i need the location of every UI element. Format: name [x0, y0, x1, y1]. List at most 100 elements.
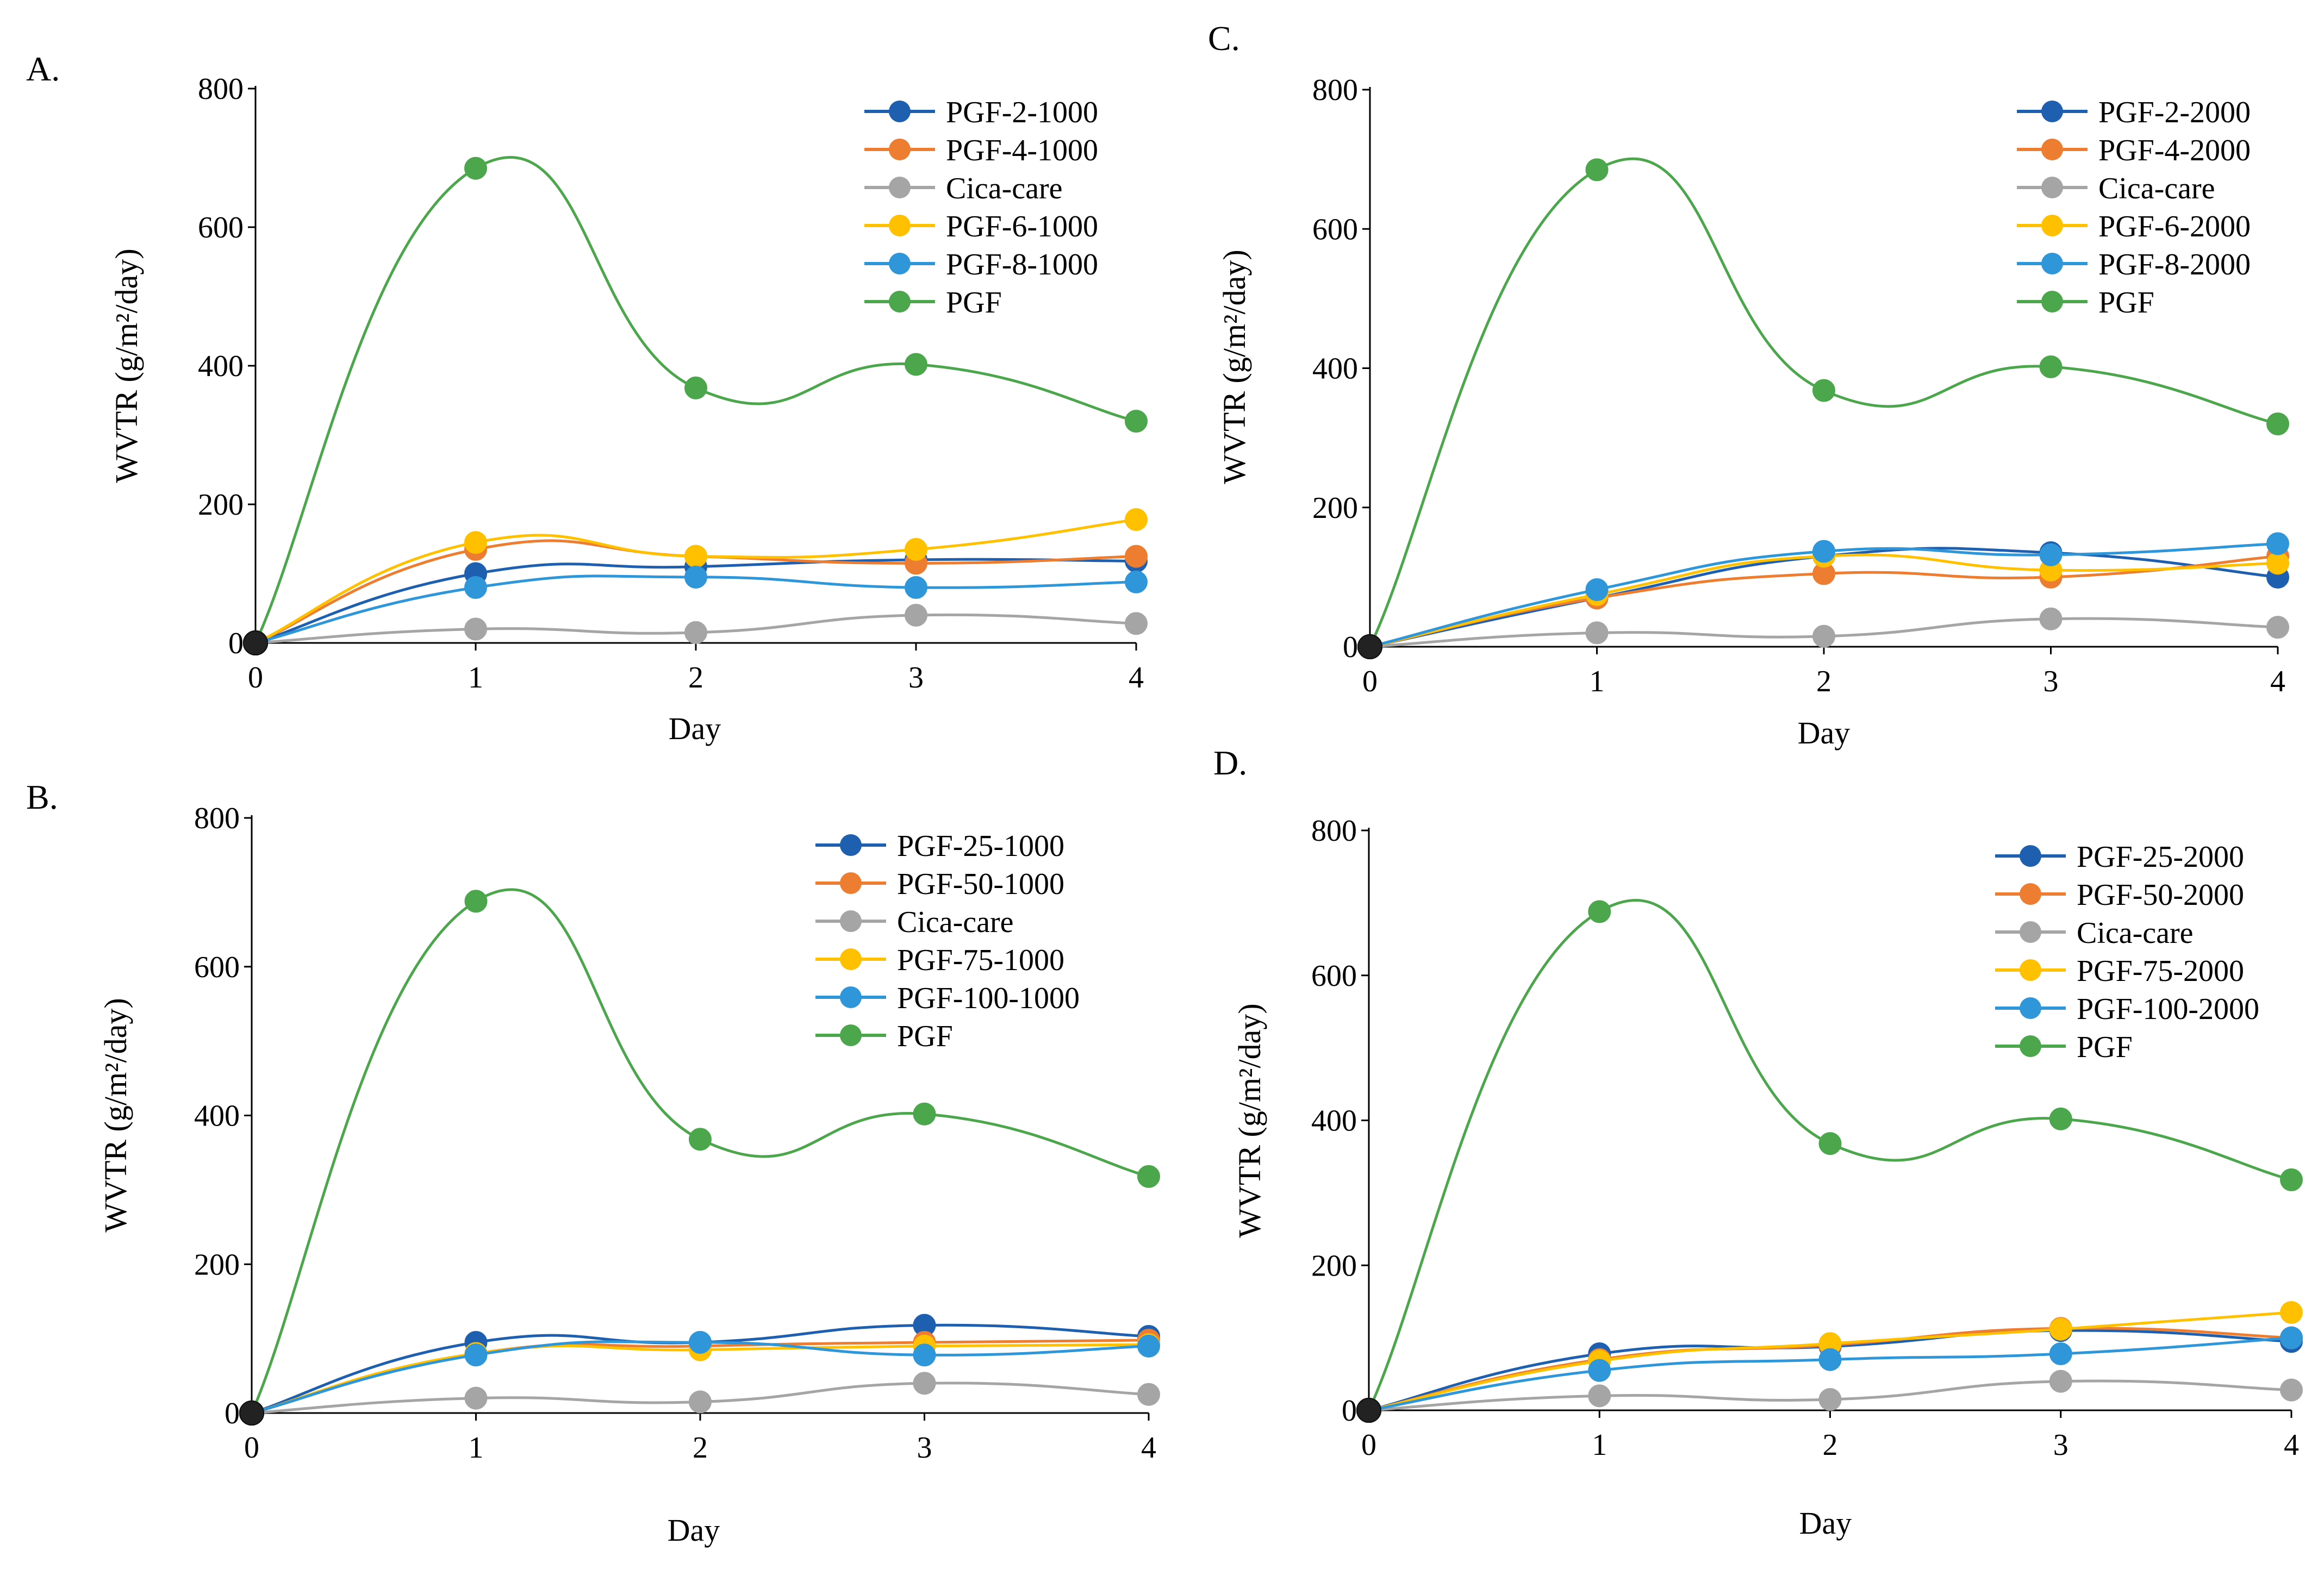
y-tick-label: 600: [198, 211, 244, 245]
legend: PGF-2-2000 PGF-4-2000 Cica-care PGF-6-2000 P…: [2017, 96, 2251, 320]
legend-swatch-marker: [889, 101, 911, 122]
data-point: [464, 617, 487, 641]
legend: PGF-25-2000 PGF-50-2000 Cica-care PGF-75-20…: [1995, 840, 2259, 1064]
data-point: [684, 545, 707, 568]
y-tick-label: 0: [1343, 630, 1358, 664]
y-axis-title: WVTR (g/m²/day): [98, 998, 133, 1232]
data-point: [905, 576, 927, 599]
data-point: [243, 630, 268, 655]
x-tick-label: 1: [469, 1431, 484, 1465]
legend-label: Cica-care: [946, 172, 1062, 205]
data-point: [2049, 1370, 2072, 1393]
chart-panel-c: C. 0 200 400 600 800 0 1 2 3 4 Day WVTR (g/m²/day) PG…: [1208, 19, 2289, 751]
y-axis-title: WVTR (g/m²/day): [1232, 1003, 1267, 1237]
y-tick-label: 200: [1312, 491, 1358, 525]
x-tick-label: 2: [1823, 1428, 1838, 1462]
x-tick-label: 1: [468, 661, 483, 695]
legend-label: PGF-6-2000: [2098, 210, 2251, 243]
x-tick-label: 0: [244, 1431, 259, 1465]
data-point: [905, 604, 927, 627]
x-tick-label: 2: [693, 1431, 708, 1465]
data-point: [1356, 1398, 1381, 1423]
legend-label: Cica-care: [2077, 916, 2193, 950]
legend-swatch-marker: [2020, 883, 2041, 905]
data-point: [689, 1128, 712, 1151]
data-point: [1137, 1383, 1160, 1406]
data-point: [2280, 1378, 2303, 1402]
data-point: [1125, 508, 1148, 532]
data-point: [689, 1390, 712, 1414]
series-cica-care: [1356, 1370, 2303, 1423]
legend-swatch-marker: [840, 986, 862, 1008]
data-point: [464, 531, 487, 554]
x-tick-label: 0: [248, 661, 263, 695]
data-point: [684, 621, 707, 644]
x-tick-label: 3: [908, 661, 924, 695]
data-point: [905, 353, 927, 376]
y-tick-label: 0: [228, 627, 244, 660]
y-axis-title: WVTR (g/m²/day): [1217, 249, 1252, 484]
series-line: [1367, 899, 2292, 1411]
x-tick-label: 4: [2284, 1428, 2299, 1462]
legend-label: PGF: [946, 286, 1002, 320]
x-tick-label: 4: [1129, 661, 1144, 695]
legend-swatch-marker: [840, 872, 862, 894]
x-tick-label: 1: [1590, 665, 1605, 698]
data-point: [2039, 355, 2063, 378]
legend-swatch-marker: [889, 291, 911, 312]
legend-swatch-marker: [2020, 959, 2041, 981]
legend-swatch-marker: [2041, 253, 2063, 274]
legend-swatch-marker: [889, 139, 911, 160]
series-pgf: [243, 156, 1148, 655]
legend-swatch-marker: [840, 910, 862, 932]
chart-panel-d: D. 0 200 400 600 800 0 1 2 3 4 Day WVTR (g/m²/day) PG…: [1213, 743, 2303, 1541]
x-tick-label: 0: [1361, 1428, 1376, 1462]
data-point: [2049, 1317, 2072, 1341]
legend: PGF-2-1000 PGF-4-1000 Cica-care PGF-6-1000 P…: [864, 96, 1098, 320]
data-point: [1812, 379, 1835, 402]
legend-swatch-marker: [840, 834, 862, 856]
y-tick-label: 800: [1311, 814, 1357, 848]
data-point: [464, 157, 487, 180]
y-tick-label: 200: [194, 1248, 240, 1282]
x-axis-title: Day: [669, 711, 721, 746]
legend-swatch-marker: [2041, 177, 2063, 198]
y-tick-label: 400: [198, 349, 244, 383]
legend-swatch-marker: [889, 253, 911, 274]
legend-swatch-marker: [2020, 845, 2041, 867]
data-point: [1585, 621, 1609, 645]
y-tick-label: 800: [194, 802, 240, 835]
panel-label: B.: [26, 778, 58, 816]
x-tick-label: 3: [917, 1431, 932, 1465]
x-tick-label: 2: [688, 661, 703, 695]
y-tick-label: 0: [1342, 1394, 1357, 1428]
chart-panel-b: B. 0 200 400 600 800 0 1 2 3 4 Day WVTR (g/m²/day) PG…: [26, 778, 1160, 1548]
legend-label: Cica-care: [2098, 172, 2215, 205]
legend-label: Cica-care: [897, 905, 1013, 939]
data-point: [1585, 158, 1609, 182]
data-point: [2049, 1107, 2072, 1130]
legend-swatch-marker: [2020, 997, 2041, 1019]
x-axis-title: Day: [1798, 715, 1851, 751]
data-point: [1125, 410, 1148, 433]
legend-label: PGF: [897, 1020, 953, 1053]
legend-label: PGF-8-2000: [2098, 248, 2251, 282]
x-tick-label: 0: [1362, 665, 1378, 698]
data-point: [2280, 1301, 2303, 1324]
y-tick-label: 400: [194, 1099, 240, 1133]
x-tick-label: 4: [2270, 665, 2285, 698]
data-point: [1137, 1334, 1160, 1358]
data-point: [905, 537, 927, 561]
legend-swatch-marker: [2020, 921, 2041, 943]
legend-label: PGF-75-2000: [2077, 954, 2244, 988]
legend-label: PGF-50-2000: [2077, 878, 2244, 912]
y-tick-label: 800: [198, 72, 244, 106]
y-tick-label: 400: [1311, 1104, 1357, 1138]
legend-swatch-marker: [2041, 101, 2063, 122]
data-point: [464, 1386, 488, 1410]
series-pgf: [1356, 899, 2303, 1423]
legend-swatch-marker: [2020, 1035, 2041, 1057]
data-point: [2039, 607, 2063, 630]
data-point: [1357, 634, 1382, 659]
